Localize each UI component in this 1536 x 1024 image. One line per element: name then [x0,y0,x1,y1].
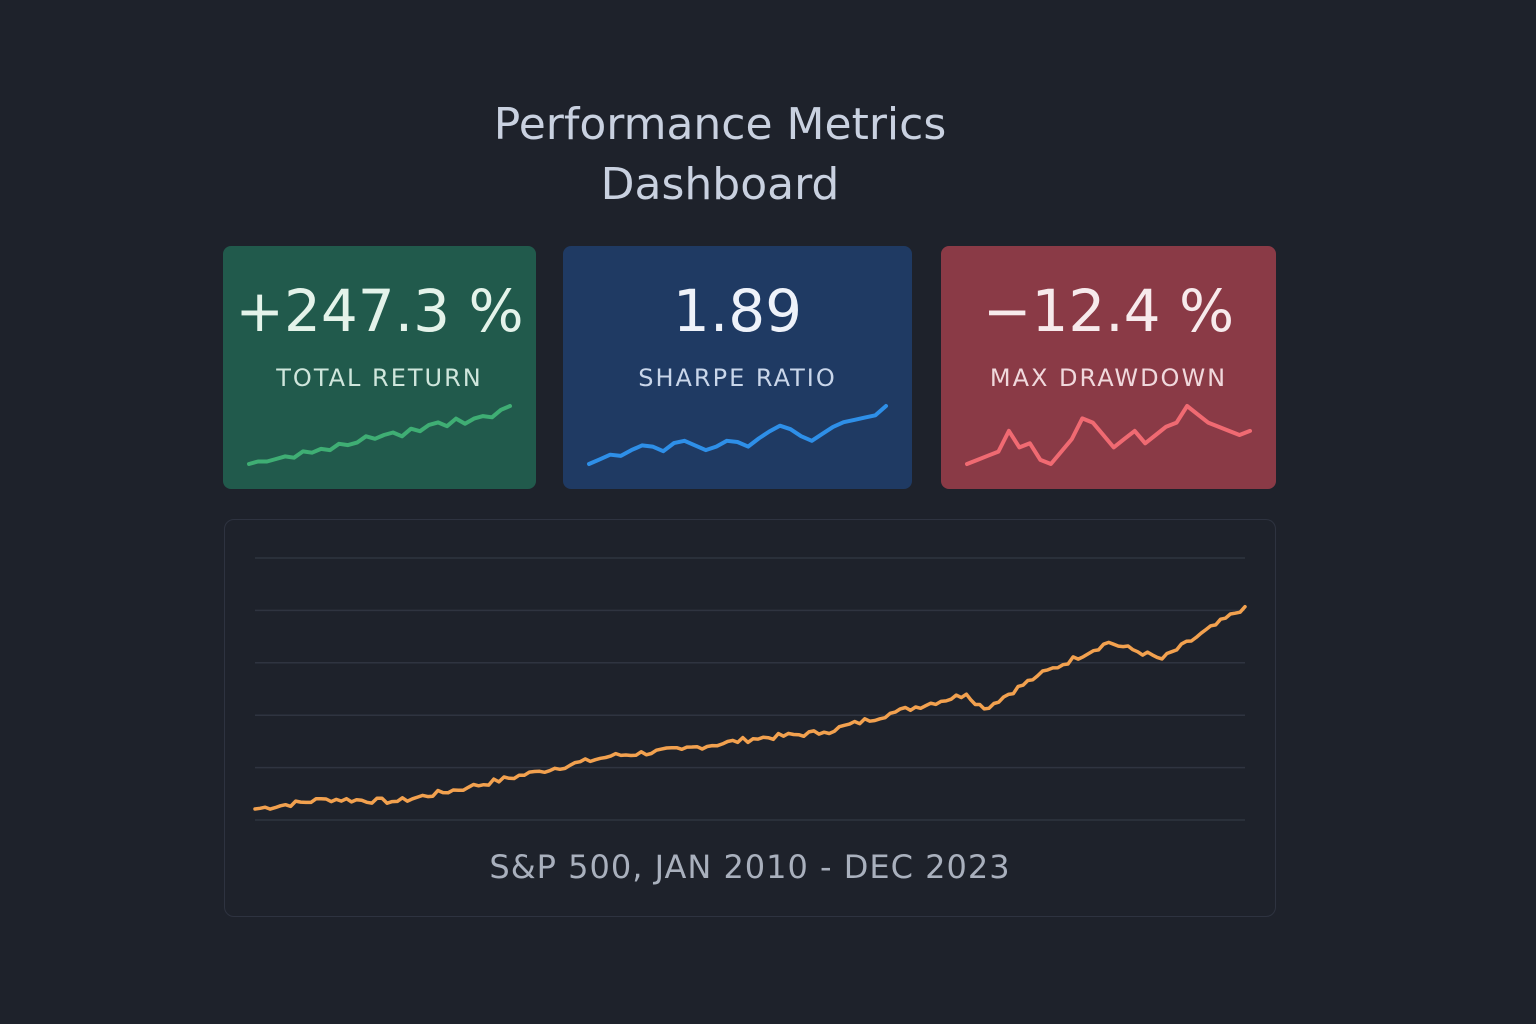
dashboard-title: Performance Metrics Dashboard [420,95,1020,215]
sharpe-ratio-sparkline [587,404,888,466]
sp500-chart-panel: S&P 500, JAN 2010 - DEC 2023 [224,519,1276,917]
chart-caption: S&P 500, JAN 2010 - DEC 2023 [489,848,1011,886]
total-return-sparkline [247,404,512,466]
sharpe-ratio-spark-line [587,404,888,466]
dashboard-title-line2: Dashboard [600,159,840,210]
max-drawdown-spark-line [965,404,1252,466]
sharpe-ratio-card[interactable]: 1.89 SHARPE RATIO [563,246,912,489]
total-return-value: +247.3 % [235,277,524,345]
max-drawdown-card[interactable]: −12.4 % MAX DRAWDOWN [941,246,1276,489]
max-drawdown-label: MAX DRAWDOWN [989,364,1228,392]
max-drawdown-value: −12.4 % [982,277,1235,345]
sharpe-ratio-label: SHARPE RATIO [638,364,837,392]
dashboard-title-line1: Performance Metrics [493,99,947,150]
sharpe-ratio-value: 1.89 [672,277,803,345]
total-return-label: TOTAL RETURN [276,364,483,392]
sp500-series-line [253,604,1247,811]
total-return-card[interactable]: +247.3 % TOTAL RETURN [223,246,536,489]
total-return-spark-line [247,404,512,466]
max-drawdown-sparkline [965,404,1252,466]
sp500-line-chart [253,557,1247,821]
